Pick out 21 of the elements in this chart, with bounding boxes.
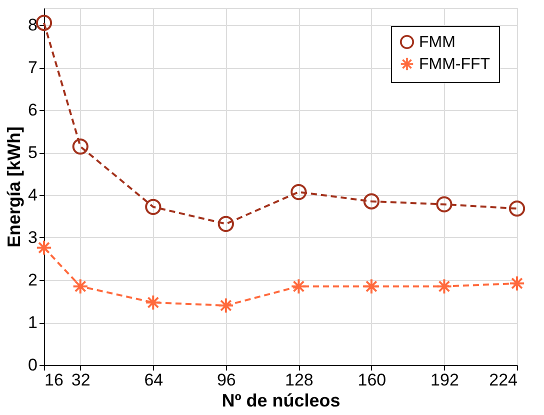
y-tick-label: 3 — [28, 228, 38, 247]
y-tick-label: 2 — [28, 270, 38, 290]
y-tick-label: 6 — [28, 100, 38, 120]
x-axis-title: Nº de núcleos — [222, 390, 340, 410]
x-tick-label: 224 — [489, 370, 518, 390]
x-tick-label: 192 — [430, 370, 459, 390]
y-tick-label: 8 — [28, 16, 38, 34]
legend-label: FMM-FFT — [419, 56, 490, 73]
legend-label: FMM — [419, 34, 456, 51]
y-tick-label: 0 — [28, 356, 38, 374]
x-tick-label: 96 — [216, 370, 236, 390]
x-tick-label: 32 — [71, 370, 90, 390]
x-tick-label: 64 — [144, 370, 164, 390]
y-axis-title: Energía [kWh] — [4, 126, 24, 248]
y-tick-label: 4 — [28, 186, 38, 204]
y-tick-label: 5 — [28, 143, 38, 162]
x-tick-label: 128 — [285, 370, 314, 390]
y-tick-label: 7 — [28, 58, 38, 77]
x-tick-label: 160 — [358, 370, 386, 390]
y-tick-label: 1 — [28, 313, 38, 332]
x-tick-label: 16 — [44, 370, 64, 390]
